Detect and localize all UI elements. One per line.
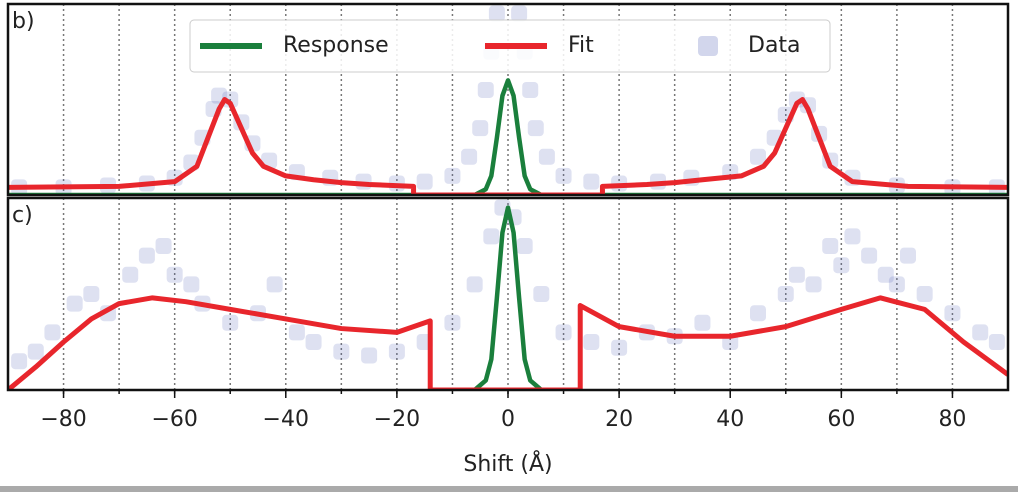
x-tick-label: 40 <box>716 407 744 432</box>
data-point <box>266 276 283 293</box>
data-point <box>388 343 405 360</box>
data-point <box>472 120 489 137</box>
data-point <box>416 173 433 190</box>
data-point <box>533 286 550 302</box>
plot-area <box>8 199 1008 390</box>
data-point <box>500 0 516 2</box>
data-point <box>555 324 572 341</box>
data-point <box>527 120 544 137</box>
data-point <box>972 324 989 341</box>
data-point <box>555 167 572 184</box>
data-point <box>11 353 28 370</box>
data-point <box>877 266 894 283</box>
data-point <box>788 266 805 283</box>
data-point <box>750 148 766 165</box>
panel-label: c) <box>12 203 33 228</box>
legend-label: Data <box>748 33 801 58</box>
data-point <box>444 314 461 331</box>
data-point <box>488 5 505 22</box>
data-point <box>83 286 100 302</box>
data-point <box>538 148 555 165</box>
x-tick-label: −40 <box>263 407 309 432</box>
data-point <box>477 81 494 98</box>
data-point <box>750 305 766 322</box>
data-point <box>305 334 322 350</box>
x-tick-label: 20 <box>605 407 633 432</box>
data-point <box>988 334 1005 350</box>
data-point <box>44 324 61 341</box>
data-point <box>944 305 961 322</box>
data-point <box>822 238 839 254</box>
legend-label: Response <box>283 33 389 58</box>
data-point <box>466 276 483 293</box>
data-point <box>522 81 539 98</box>
line-response <box>473 205 543 390</box>
legend-marker <box>698 36 718 56</box>
panel-label: b) <box>12 9 35 34</box>
data-point <box>694 314 711 331</box>
plot-area <box>8 0 1008 195</box>
bottom-bar <box>0 486 1018 492</box>
data-point <box>516 238 533 254</box>
x-axis-label: Shift (Å) <box>463 450 552 477</box>
data-point <box>333 343 350 360</box>
x-tick-label: −60 <box>151 407 197 432</box>
x-tick-label: 60 <box>827 407 855 432</box>
data-point <box>916 286 933 302</box>
legend-label: Fit <box>568 33 594 58</box>
data-point <box>138 247 155 264</box>
line-response <box>8 78 1008 195</box>
data-point <box>66 295 83 312</box>
data-point <box>288 324 305 341</box>
data-point <box>183 276 200 293</box>
data-point <box>583 334 600 350</box>
data-point <box>361 347 378 364</box>
data-point <box>583 173 600 190</box>
data-point <box>461 148 478 165</box>
data-point <box>777 286 794 302</box>
data-point <box>511 5 528 22</box>
data-point <box>444 167 461 184</box>
data-point <box>483 228 500 245</box>
line-fit <box>8 295 1008 390</box>
line-fit <box>8 97 1008 195</box>
data-point <box>122 266 139 283</box>
data-point <box>805 276 822 293</box>
x-tick-label: 0 <box>501 407 515 432</box>
data-point <box>861 247 878 264</box>
data-point <box>166 266 183 283</box>
x-tick-label: −20 <box>374 407 420 432</box>
data-point <box>900 247 916 264</box>
x-tick-label: 80 <box>938 407 966 432</box>
data-point <box>833 257 850 274</box>
panel-frame <box>6 2 1010 197</box>
x-tick-label: −80 <box>40 407 86 432</box>
data-point <box>155 238 172 254</box>
data-point <box>611 339 628 356</box>
data-point <box>27 343 44 360</box>
data-point <box>844 228 861 245</box>
data-point <box>222 314 239 331</box>
data-point <box>888 276 905 293</box>
